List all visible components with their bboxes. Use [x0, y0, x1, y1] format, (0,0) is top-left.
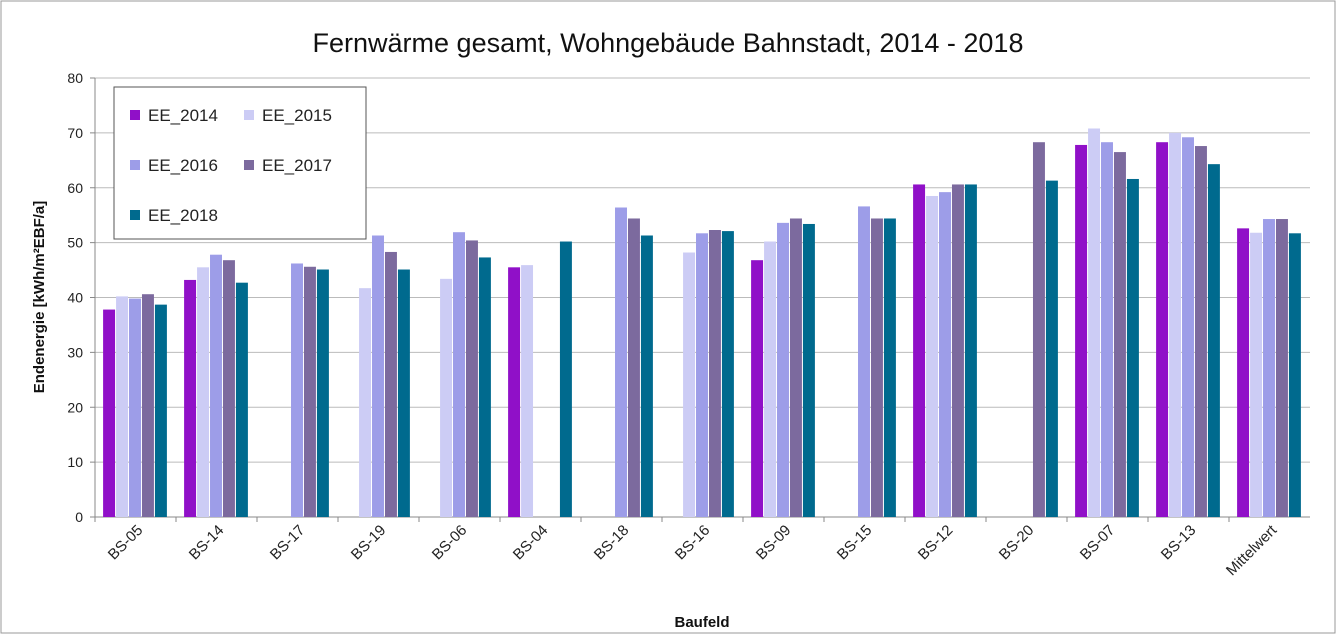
bar [926, 195, 939, 517]
bar [372, 235, 384, 517]
bar [1263, 219, 1275, 517]
bar [453, 232, 465, 518]
bar [1275, 219, 1288, 517]
bar [870, 218, 883, 518]
bar [197, 267, 210, 517]
bar [384, 251, 397, 518]
bar [696, 233, 708, 517]
bar [615, 207, 627, 517]
bar [1032, 142, 1045, 518]
y-tick-label: 50 [67, 235, 83, 251]
bar [858, 206, 870, 517]
bar [1156, 142, 1169, 518]
bar [721, 231, 734, 517]
y-axis-label: Endenergie [kWh/m²EBF/a] [31, 201, 48, 394]
y-tick-label: 20 [67, 399, 83, 415]
legend-swatch [244, 110, 254, 120]
bar [440, 278, 453, 517]
bar [465, 240, 478, 517]
y-tick-label: 60 [67, 180, 83, 196]
bar [964, 184, 977, 517]
bar [789, 218, 802, 518]
y-tick-label: 30 [67, 344, 83, 360]
y-tick-label: 0 [75, 509, 83, 525]
legend-label: EE_2018 [148, 206, 218, 225]
x-axis-label: Baufeld [674, 614, 729, 631]
bar [291, 263, 303, 517]
legend-swatch [130, 160, 140, 170]
y-tick-label: 70 [67, 125, 83, 141]
bar [478, 257, 491, 517]
bar [129, 298, 141, 517]
bar [1250, 232, 1263, 517]
bar [1194, 146, 1207, 518]
bar [1288, 233, 1301, 517]
bar [1207, 164, 1220, 517]
legend-label: EE_2017 [262, 156, 332, 175]
bar [708, 230, 721, 517]
bar [1101, 142, 1113, 518]
legend-label: EE_2015 [262, 106, 332, 125]
bar [1169, 132, 1182, 517]
bar [802, 223, 815, 517]
bar [1075, 144, 1088, 517]
bar [141, 294, 154, 517]
bar [913, 184, 926, 517]
y-tick-label: 40 [67, 290, 83, 306]
bar [397, 269, 410, 517]
bar [751, 260, 764, 517]
bar [939, 192, 951, 517]
bar [154, 304, 167, 517]
bar [103, 309, 116, 517]
legend-label: EE_2016 [148, 156, 218, 175]
legend-label: EE_2014 [148, 106, 218, 125]
bar [777, 222, 789, 517]
bar [1237, 228, 1250, 518]
bar [222, 260, 235, 517]
bar [1088, 128, 1101, 518]
bar [951, 184, 964, 517]
bar [1182, 137, 1194, 517]
bar [184, 279, 197, 517]
legend-swatch [130, 110, 140, 120]
legend-box [113, 86, 367, 240]
bar [1113, 152, 1126, 518]
bar [359, 288, 372, 517]
bar [210, 254, 222, 517]
y-tick-label: 10 [67, 454, 83, 470]
bar [303, 266, 316, 517]
bar [316, 269, 329, 517]
bar [883, 218, 896, 518]
chart-title: Fernwärme gesamt, Wohngebäude Bahnstadt,… [313, 28, 1024, 58]
bar [1126, 178, 1139, 517]
bar [559, 241, 572, 517]
y-tick-label: 80 [67, 70, 83, 86]
bar [521, 265, 534, 517]
legend-swatch [244, 160, 254, 170]
bar [640, 235, 653, 517]
bar [627, 218, 640, 518]
bar [235, 282, 248, 517]
bar [508, 267, 521, 517]
legend-swatch [130, 210, 140, 220]
bar [1045, 180, 1058, 517]
bar [116, 296, 129, 517]
bar [683, 252, 696, 517]
bar [764, 241, 777, 517]
